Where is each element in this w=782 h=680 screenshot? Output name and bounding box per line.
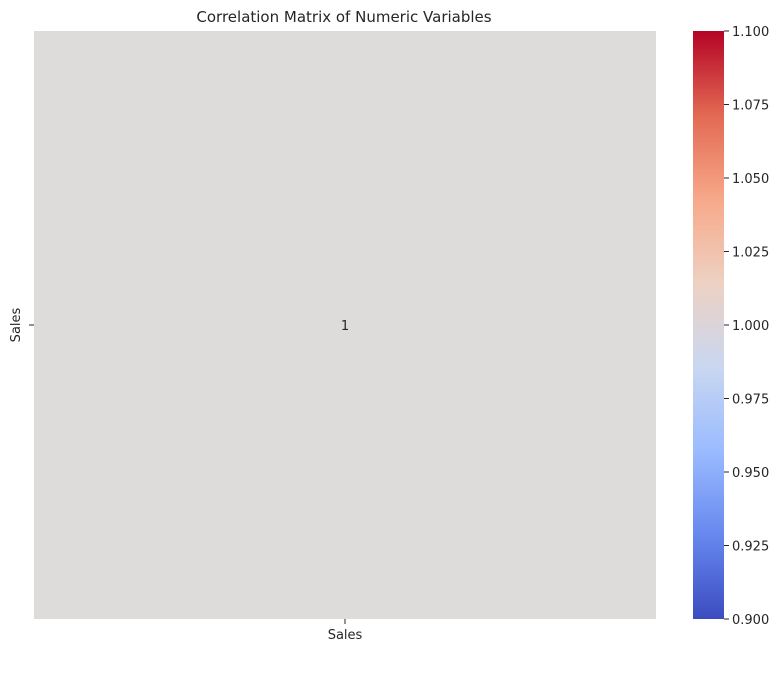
colorbar-tick-label: 1.075 [732,99,769,114]
colorbar-tick-label: 1.100 [732,25,769,40]
colorbar-gradient [693,31,724,619]
colorbar-tick-label: 0.950 [732,466,769,481]
colorbar-tick-label: 0.975 [732,393,769,408]
heatmap-cell [34,31,656,619]
heatmap-grid: 1 [34,31,656,619]
colorbar-tick-label: 1.025 [732,246,769,261]
cell-label: 1 [341,319,349,334]
colorbar-tick-label: 0.900 [732,613,769,628]
colorbar-tick-label: 1.050 [732,172,769,187]
colorbar-tick-label: 0.925 [732,540,769,555]
x-tick-label: Sales [328,628,363,643]
y-axis: Sales [9,307,34,342]
y-tick-label: Sales [9,307,24,342]
chart-title: Correlation Matrix of Numeric Variables [196,8,491,26]
colorbar-tick-label: 1.000 [732,319,769,334]
x-axis: Sales [328,619,363,643]
colorbar: 0.900 0.925 0.950 0.975 1.000 1.025 1.050 1.075… [693,25,769,628]
